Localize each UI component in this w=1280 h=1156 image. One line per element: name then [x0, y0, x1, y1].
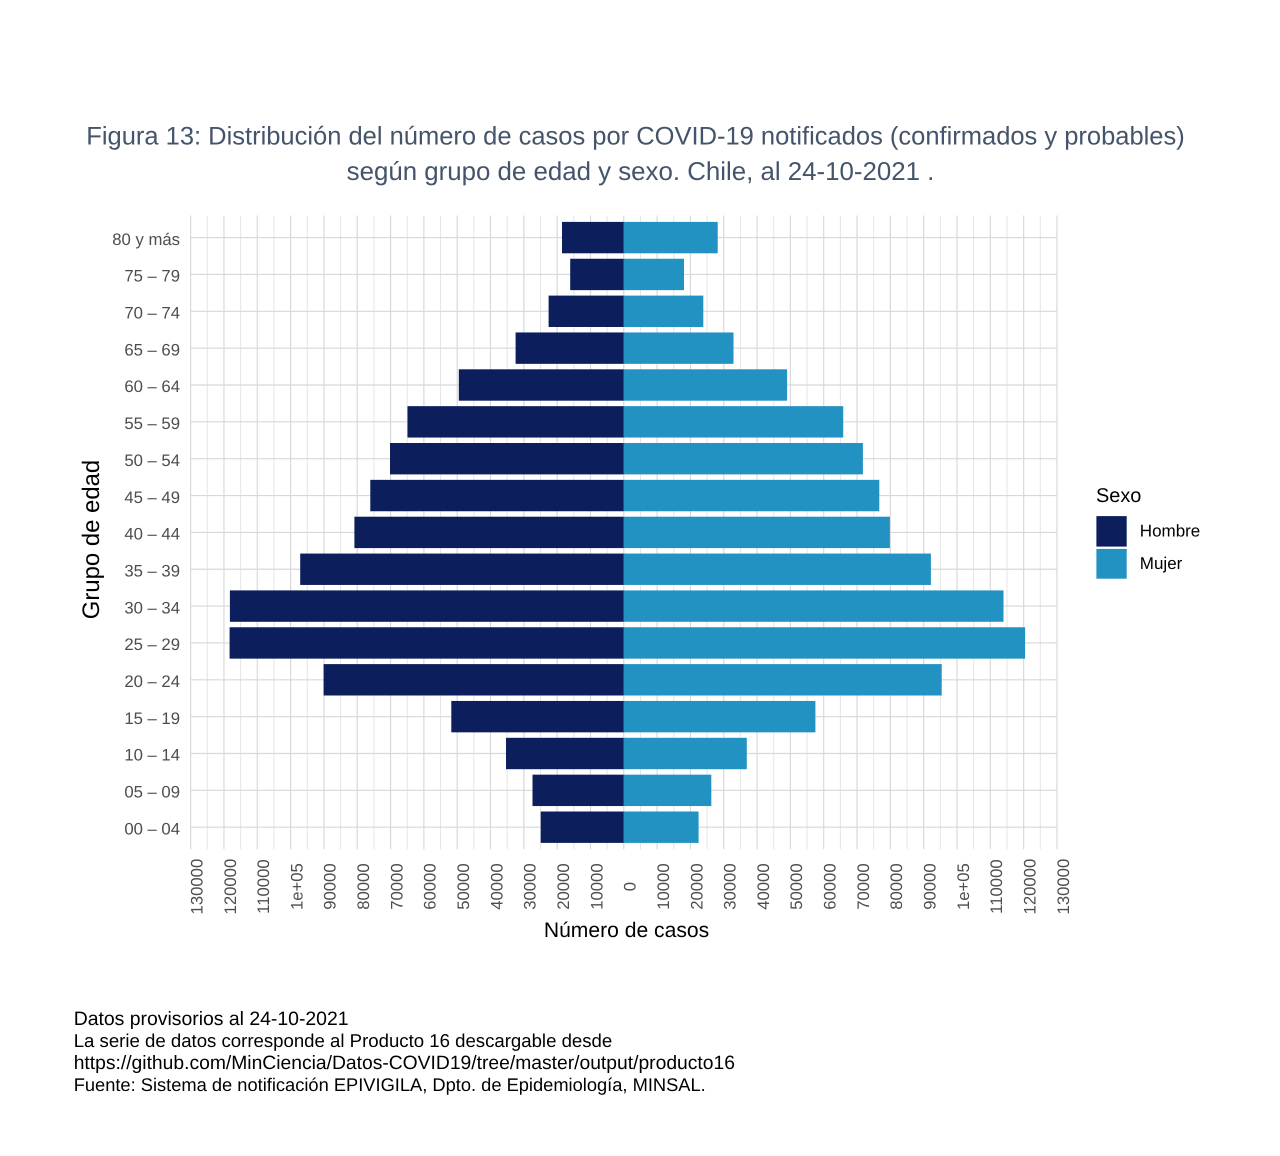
svg-text:60 – 64: 60 – 64	[124, 377, 180, 396]
svg-text:10000: 10000	[587, 863, 606, 909]
svg-text:40000: 40000	[487, 863, 506, 909]
svg-text:65 – 69: 65 – 69	[124, 340, 180, 359]
svg-text:130000: 130000	[1054, 859, 1073, 915]
svg-text:Sexo: Sexo	[1096, 485, 1141, 507]
svg-text:05 – 09: 05 – 09	[124, 783, 180, 802]
svg-text:50000: 50000	[454, 863, 473, 909]
svg-text:120000: 120000	[221, 859, 240, 915]
svg-text:40 – 44: 40 – 44	[124, 525, 180, 544]
svg-text:Número de casos: Número de casos	[544, 919, 709, 942]
svg-text:80 y más: 80 y más	[112, 230, 180, 249]
svg-text:Grupo de edad: Grupo de edad	[78, 460, 105, 619]
svg-text:80000: 80000	[354, 863, 373, 909]
svg-text:35 – 39: 35 – 39	[124, 561, 180, 580]
svg-text:Hombre: Hombre	[1140, 522, 1200, 541]
svg-text:75 – 79: 75 – 79	[124, 267, 180, 286]
svg-text:20000: 20000	[554, 863, 573, 909]
svg-text:1e+05: 1e+05	[954, 863, 973, 910]
svg-text:80000: 80000	[887, 863, 906, 909]
svg-text:Figura 13: Distribución del nú: Figura 13: Distribución del número de ca…	[86, 122, 1184, 150]
svg-text:Fuente: Sistema de notificació: Fuente: Sistema de notificación EPIVIGIL…	[74, 1074, 706, 1095]
svg-text:55 – 59: 55 – 59	[124, 414, 180, 433]
svg-text:20000: 20000	[687, 863, 706, 909]
svg-text:Datos provisorios al 24-10-202: Datos provisorios al 24-10-2021	[74, 1008, 349, 1030]
svg-text:45 – 49: 45 – 49	[124, 488, 180, 507]
svg-text:Mujer: Mujer	[1140, 554, 1183, 573]
svg-text:00 – 04: 00 – 04	[124, 819, 180, 838]
svg-text:50 – 54: 50 – 54	[124, 451, 180, 470]
svg-text:20 – 24: 20 – 24	[124, 672, 180, 691]
svg-text:110000: 110000	[254, 859, 273, 913]
svg-text:1e+05: 1e+05	[287, 863, 306, 910]
svg-text:30000: 30000	[721, 863, 740, 909]
svg-text:70000: 70000	[854, 863, 873, 909]
svg-text:https://github.com/MinCiencia/: https://github.com/MinCiencia/Datos-COVI…	[74, 1053, 735, 1074]
svg-text:60000: 60000	[421, 863, 440, 909]
svg-text:La serie de datos corresponde: La serie de datos corresponde al Product…	[74, 1030, 613, 1051]
svg-text:130000: 130000	[187, 859, 206, 915]
svg-text:90000: 90000	[920, 863, 939, 909]
svg-text:40000: 40000	[754, 863, 773, 909]
svg-text:30000: 30000	[521, 863, 540, 909]
svg-text:70 – 74: 70 – 74	[124, 304, 180, 323]
svg-text:60000: 60000	[821, 863, 840, 909]
svg-text:25 – 29: 25 – 29	[124, 635, 180, 654]
svg-text:50000: 50000	[787, 863, 806, 909]
svg-text:30 – 34: 30 – 34	[124, 598, 180, 617]
svg-text:0: 0	[621, 882, 640, 891]
svg-text:10 – 14: 10 – 14	[124, 746, 180, 765]
svg-text:15 – 19: 15 – 19	[124, 709, 180, 728]
svg-text:10000: 10000	[654, 863, 673, 909]
svg-text:según grupo de edad y sexo. Ch: según grupo de edad y sexo. Chile, al 24…	[347, 158, 935, 186]
svg-text:90000: 90000	[321, 863, 340, 909]
svg-text:70000: 70000	[387, 863, 406, 909]
svg-text:120000: 120000	[1020, 859, 1039, 915]
svg-text:110000: 110000	[987, 859, 1006, 913]
